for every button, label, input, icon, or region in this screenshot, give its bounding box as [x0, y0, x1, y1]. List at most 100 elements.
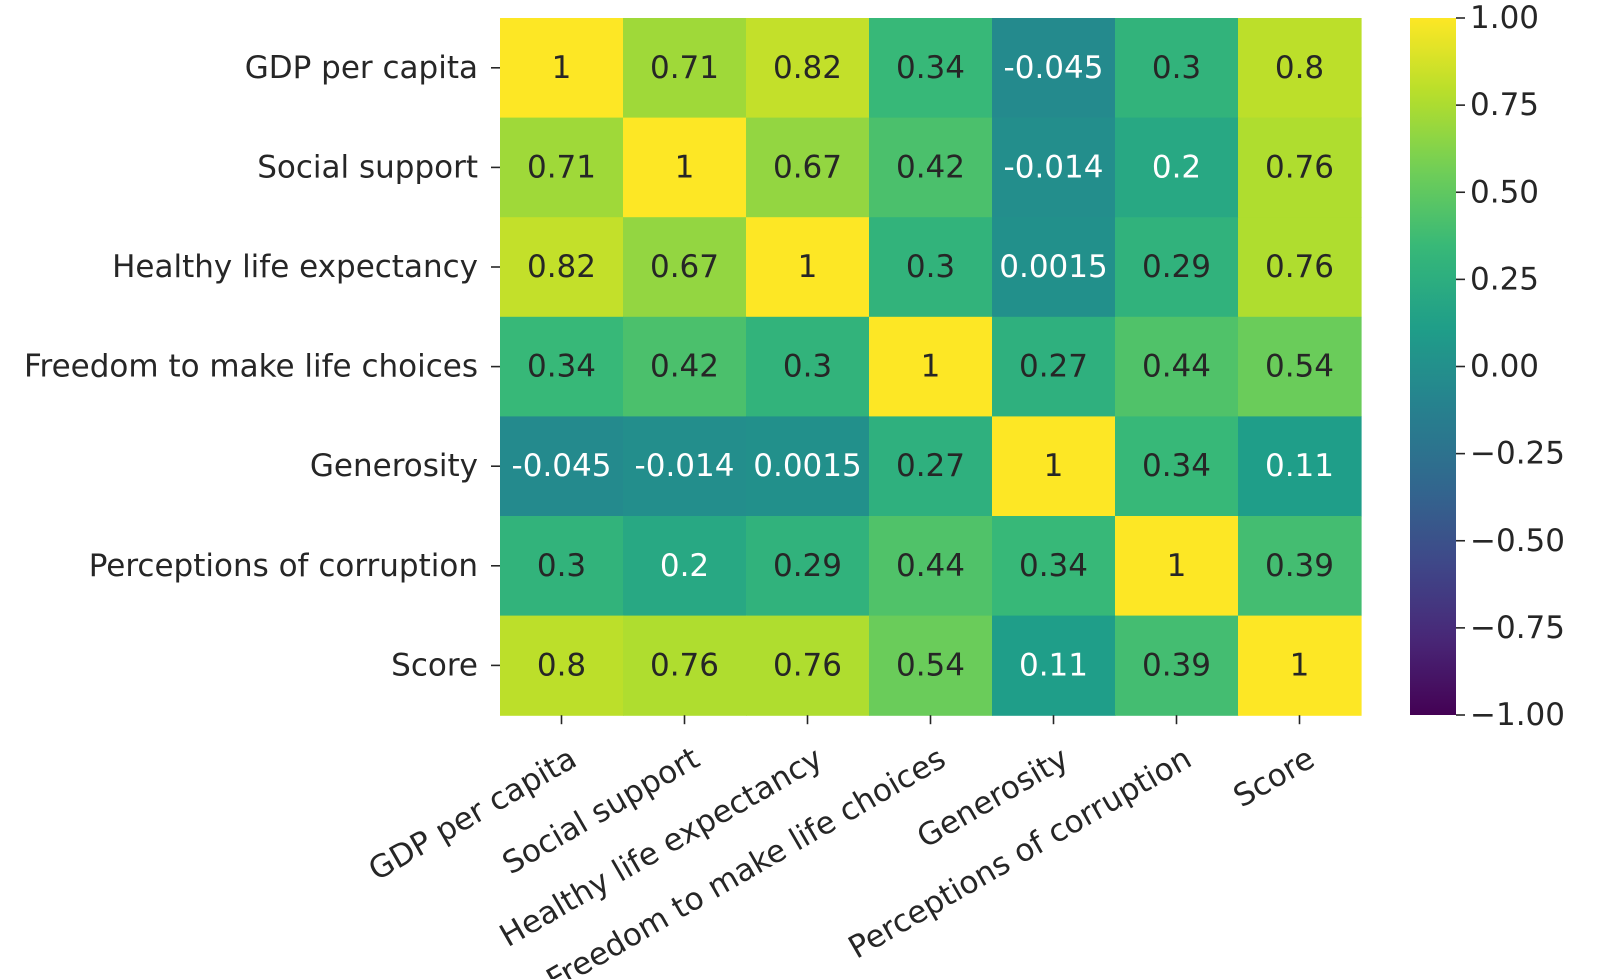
- colorbar-tick-label: 0.75: [1470, 87, 1539, 123]
- cell-value-label: 0.82: [527, 249, 596, 285]
- cell-value-label: 0.82: [773, 50, 842, 86]
- cell-value-label: 0.34: [896, 50, 965, 86]
- heatmap-cell: [1238, 316, 1362, 417]
- cell-value-label: 0.8: [537, 647, 586, 683]
- cell-value-label: 0.11: [1265, 448, 1334, 484]
- cell-value-label: 0.39: [1142, 647, 1211, 683]
- heatmap-cell: [746, 18, 870, 119]
- cell-value-label: 0.71: [527, 149, 596, 185]
- heatmap-cell: [500, 615, 624, 716]
- cell-value-label: 0.76: [650, 647, 719, 683]
- heatmap-cell: [1238, 18, 1362, 119]
- heatmap-cell: [992, 217, 1116, 318]
- heatmap-cell: [1238, 416, 1362, 517]
- heatmap-cell: [1115, 117, 1239, 218]
- colorbar: 1.00 0.75 0.50 0.25 0.00 −0.25 −0.50 −0.75 −1.00: [1410, 0, 1565, 733]
- cell-value-label: 0.44: [896, 548, 965, 584]
- cell-value-label: 0.11: [1019, 647, 1088, 683]
- cell-value-label: 0.0015: [999, 249, 1107, 285]
- heatmap-cell: [1115, 615, 1239, 716]
- heatmap-cell: [746, 416, 870, 517]
- heatmap-cell: [992, 117, 1116, 218]
- heatmap-cells: [500, 18, 1362, 716]
- cell-value-label: 1: [1044, 448, 1064, 484]
- y-tick-label: Perceptions of corruption: [89, 548, 478, 584]
- x-tick-label: GDP per capita: [363, 740, 583, 888]
- heatmap-cell: [500, 516, 624, 617]
- colorbar-tick-label: 0.25: [1470, 261, 1539, 297]
- cell-value-label: 1: [798, 249, 818, 285]
- heatmap-cell: [500, 117, 624, 218]
- heatmap-cell: [746, 516, 870, 617]
- cell-value-label: 0.2: [660, 548, 709, 584]
- cell-value-label: 0.54: [896, 647, 965, 683]
- cell-value-label: 0.67: [650, 249, 719, 285]
- heatmap-cell: [992, 615, 1116, 716]
- cell-value-label: 0.0015: [753, 448, 861, 484]
- cell-value-label: 0.54: [1265, 349, 1334, 385]
- colorbar-tick-label: −0.50: [1470, 523, 1565, 559]
- cell-value-label: 0.2: [1152, 149, 1201, 185]
- heatmap-cell: [623, 117, 747, 218]
- heatmap-cell: [869, 316, 993, 417]
- cell-value-label: -0.014: [635, 448, 735, 484]
- heatmap-cell: [1115, 18, 1239, 119]
- cell-value-label: 0.3: [537, 548, 586, 584]
- heatmap-cell: [623, 416, 747, 517]
- cell-value-label: 0.42: [650, 349, 719, 385]
- cell-value-label: 0.34: [527, 349, 596, 385]
- heatmap-cell: [869, 217, 993, 318]
- cell-value-label: 0.8: [1275, 50, 1324, 86]
- cell-value-label: 0.39: [1265, 548, 1334, 584]
- heatmap-cell: [869, 117, 993, 218]
- cell-value-label: 0.67: [773, 149, 842, 185]
- cell-value-label: 0.76: [773, 647, 842, 683]
- heatmap-cell: [869, 416, 993, 517]
- colorbar-tick-label: −1.00: [1470, 697, 1565, 733]
- cell-value-label: 1: [675, 149, 695, 185]
- cell-value-label: 1: [1167, 548, 1187, 584]
- cell-value-label: 0.27: [896, 448, 965, 484]
- cell-value-label: 0.34: [1142, 448, 1211, 484]
- heatmap-cell: [869, 18, 993, 119]
- cell-value-label: 0.3: [1152, 50, 1201, 86]
- cell-value-label: -0.045: [512, 448, 612, 484]
- heatmap-cell: [623, 18, 747, 119]
- cell-value-label: 0.76: [1265, 249, 1334, 285]
- cell-value-label: 1: [1290, 647, 1310, 683]
- cell-value-label: 0.42: [896, 149, 965, 185]
- heatmap-cell: [1115, 316, 1239, 417]
- heatmap-cell: [992, 416, 1116, 517]
- y-tick-label: GDP per capita: [245, 50, 478, 86]
- heatmap-cell: [992, 18, 1116, 119]
- heatmap-cell: [1115, 416, 1239, 517]
- heatmap-cell: [1238, 217, 1362, 318]
- heatmap-cell: [623, 516, 747, 617]
- colorbar-gradient: [1410, 18, 1456, 715]
- cell-value-label: 0.29: [773, 548, 842, 584]
- cell-value-label: 0.29: [1142, 249, 1211, 285]
- colorbar-tick-label: −0.75: [1470, 610, 1565, 646]
- colorbar-tick-label: 0.00: [1470, 349, 1539, 385]
- cell-value-label: 1: [552, 50, 572, 86]
- cell-value-label: 0.3: [783, 349, 832, 385]
- heatmap-cell: [623, 316, 747, 417]
- y-tick-label: Freedom to make life choices: [24, 349, 478, 385]
- heatmap-cell: [746, 615, 870, 716]
- heatmap-cell: [992, 316, 1116, 417]
- y-tick-label: Healthy life expectancy: [112, 249, 478, 285]
- cell-value-label: 0.34: [1019, 548, 1088, 584]
- heatmap-cell: [746, 316, 870, 417]
- cell-value-label: -0.045: [1004, 50, 1104, 86]
- colorbar-tick-label: 0.50: [1470, 174, 1539, 210]
- heatmap-cell: [500, 18, 624, 119]
- heatmap-cell: [1115, 516, 1239, 617]
- heatmap-cell: [1238, 615, 1362, 716]
- heatmap-cell: [623, 615, 747, 716]
- heatmap-cell: [746, 117, 870, 218]
- colorbar-tick-label: 1.00: [1470, 0, 1539, 36]
- heatmap-cell: [500, 416, 624, 517]
- y-tick-label: Generosity: [310, 448, 478, 484]
